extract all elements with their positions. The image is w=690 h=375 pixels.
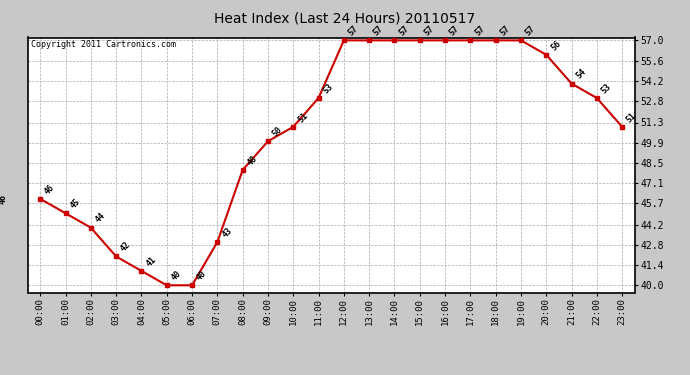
Text: 44: 44 — [94, 211, 107, 225]
Text: 42: 42 — [119, 240, 132, 254]
Text: 53: 53 — [322, 82, 335, 95]
Text: 46: 46 — [0, 194, 7, 204]
Text: 51: 51 — [625, 111, 638, 124]
Text: 40: 40 — [195, 269, 208, 282]
Text: 57: 57 — [346, 24, 360, 38]
Text: 53: 53 — [600, 82, 613, 95]
Text: 57: 57 — [498, 24, 512, 38]
Text: 41: 41 — [144, 255, 157, 268]
Text: Heat Index (Last 24 Hours) 20110517: Heat Index (Last 24 Hours) 20110517 — [215, 11, 475, 25]
Text: 46: 46 — [43, 183, 57, 196]
Text: 45: 45 — [68, 197, 81, 210]
Text: 57: 57 — [397, 24, 411, 38]
Text: 57: 57 — [422, 24, 436, 38]
Text: Copyright 2011 Cartronics.com: Copyright 2011 Cartronics.com — [30, 40, 176, 49]
Text: 57: 57 — [473, 24, 486, 38]
Text: 51: 51 — [296, 111, 309, 124]
Text: 57: 57 — [448, 24, 461, 38]
Text: 40: 40 — [170, 269, 183, 282]
Text: 54: 54 — [574, 68, 588, 81]
Text: 57: 57 — [372, 24, 385, 38]
Text: 57: 57 — [524, 24, 537, 38]
Text: 48: 48 — [246, 154, 259, 167]
Text: 43: 43 — [220, 226, 233, 239]
Text: 56: 56 — [549, 39, 562, 52]
Text: 50: 50 — [270, 125, 284, 138]
